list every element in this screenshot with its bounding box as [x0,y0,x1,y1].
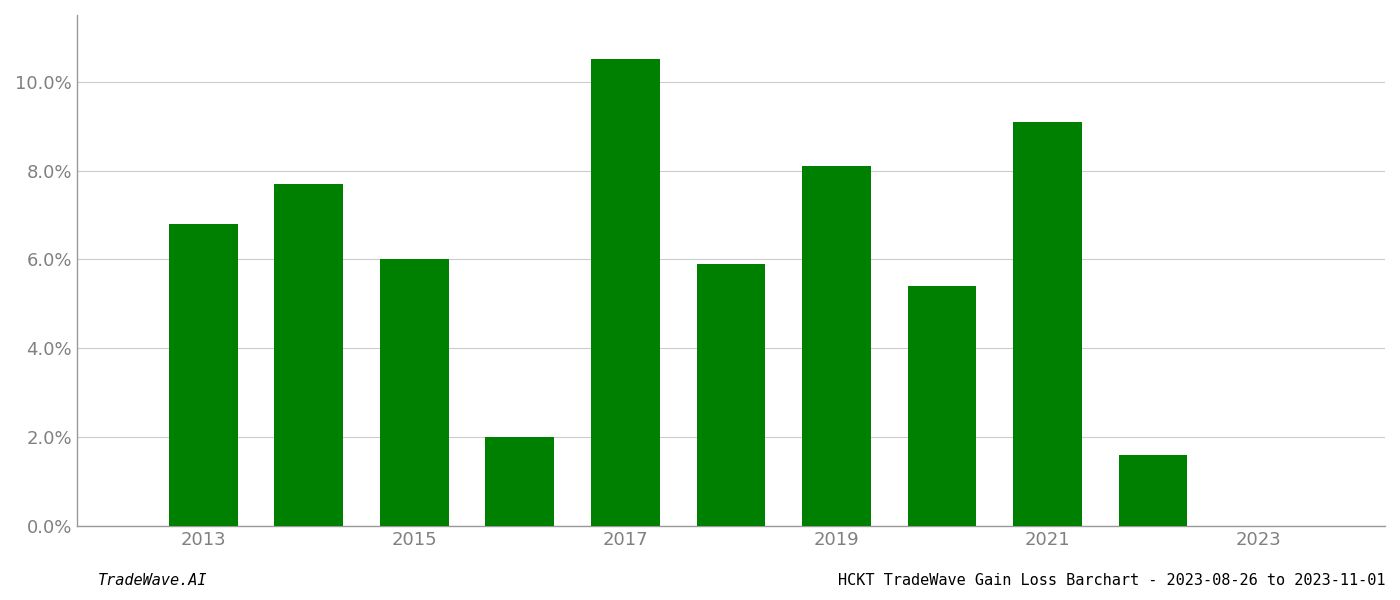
Bar [802,166,871,526]
Bar [907,286,976,526]
Bar [379,259,448,526]
Bar [169,224,238,526]
Text: TradeWave.AI: TradeWave.AI [98,573,207,588]
Bar [486,437,554,526]
Bar [1119,455,1187,526]
Bar [591,59,659,526]
Bar [274,184,343,526]
Text: HCKT TradeWave Gain Loss Barchart - 2023-08-26 to 2023-11-01: HCKT TradeWave Gain Loss Barchart - 2023… [839,573,1386,588]
Bar [1014,122,1082,526]
Bar [697,264,764,526]
